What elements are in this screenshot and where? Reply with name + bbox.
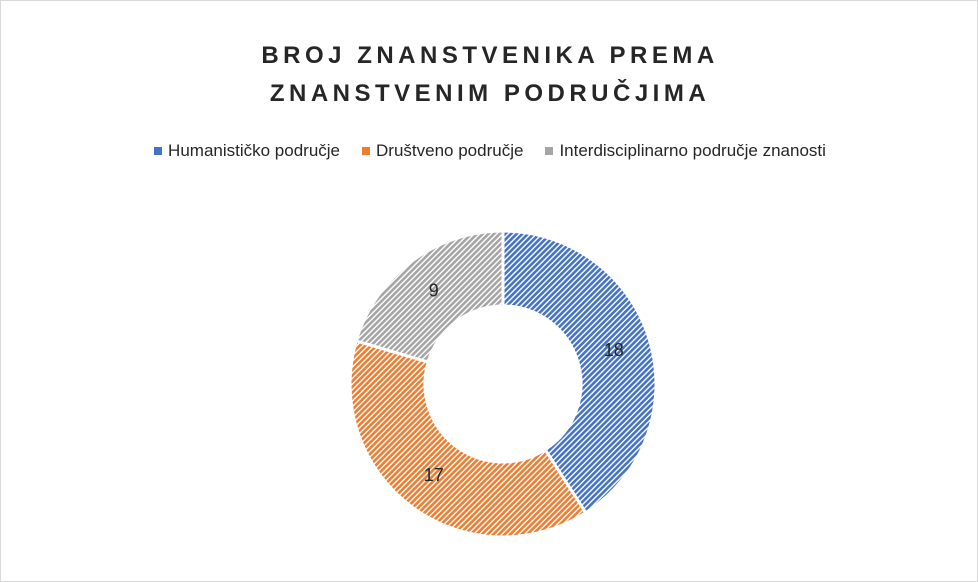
data-label: 18: [604, 340, 624, 360]
donut-segment: [348, 339, 588, 539]
legend-swatch: [362, 147, 371, 155]
legend-item: Društveno područje: [362, 141, 523, 161]
donut-segment: [354, 229, 505, 364]
legend-swatch: [154, 147, 163, 155]
legend: Humanističko područje Društveno područje I…: [1, 141, 978, 161]
legend-swatch: [545, 147, 554, 155]
legend-item: Humanističko područje: [154, 141, 340, 161]
legend-label: Interdisciplinarno područje znanosti: [559, 141, 826, 160]
donut-segment: [501, 229, 658, 515]
data-label: 9: [429, 280, 439, 300]
legend-label: Društveno područje: [376, 141, 524, 160]
legend-label: Humanističko područje: [168, 141, 341, 160]
legend-item: Interdisciplinarno područje znanosti: [545, 141, 826, 161]
chart-title: BROJ ZNANSTVENIKA PREMA ZNANSTVENIM PODR…: [261, 42, 719, 107]
data-label: 17: [424, 465, 444, 485]
